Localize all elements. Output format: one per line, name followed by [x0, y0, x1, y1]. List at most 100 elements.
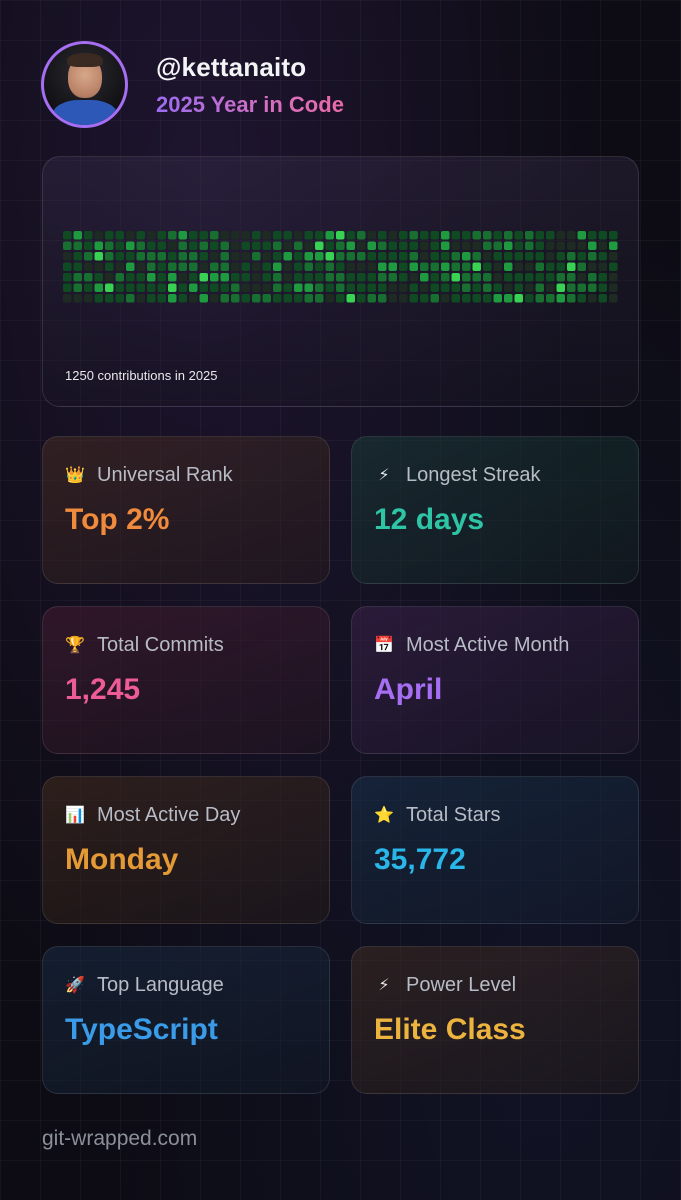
contribution-cell: [420, 252, 429, 261]
contribution-cell: [84, 252, 93, 261]
contribution-cell: [357, 231, 366, 240]
contribution-cell: [441, 241, 450, 250]
contribution-cell: [252, 252, 261, 261]
contribution-cell: [63, 273, 72, 282]
contribution-cell: [315, 241, 324, 250]
contribution-cell: [441, 231, 450, 240]
contribution-cell: [409, 252, 418, 261]
contribution-cell: [357, 283, 366, 292]
contribution-cell: [378, 252, 387, 261]
contribution-cell: [199, 273, 208, 282]
contribution-cell: [252, 262, 261, 271]
contribution-cell: [210, 273, 219, 282]
contribution-cell: [115, 241, 124, 250]
contribution-cell: [598, 294, 607, 303]
contribution-cell: [420, 283, 429, 292]
contribution-cell: [525, 283, 534, 292]
contribution-cell: [567, 241, 576, 250]
contribution-cell: [483, 241, 492, 250]
contribution-cell: [73, 231, 82, 240]
contribution-cell: [136, 294, 145, 303]
contribution-cell: [430, 231, 439, 240]
contribution-cell: [535, 273, 544, 282]
contribution-cell: [241, 241, 250, 250]
contribution-cell: [430, 262, 439, 271]
card-label: Universal Rank: [97, 464, 233, 486]
contribution-cell: [283, 262, 292, 271]
contribution-cell: [241, 294, 250, 303]
contribution-cell: [73, 252, 82, 261]
contribution-cell: [556, 283, 565, 292]
contribution-cell: [441, 283, 450, 292]
contribution-cell: [294, 294, 303, 303]
contribution-cell: [231, 262, 240, 271]
contribution-cell: [346, 294, 355, 303]
contribution-cell: [273, 283, 282, 292]
card-longest-streak: ⚡ Longest Streak 12 days: [351, 436, 639, 584]
contribution-cell: [94, 283, 103, 292]
contribution-graph: [63, 231, 618, 303]
contribution-cell: [231, 241, 240, 250]
calendar-icon: 📅: [374, 636, 394, 654]
contribution-cell: [210, 283, 219, 292]
contribution-cell: [567, 231, 576, 240]
contribution-cell: [399, 241, 408, 250]
contribution-cell: [399, 231, 408, 240]
contribution-cell: [199, 231, 208, 240]
contribution-cell: [577, 252, 586, 261]
contribution-cell: [147, 241, 156, 250]
contribution-cell: [178, 283, 187, 292]
contribution-cell: [126, 231, 135, 240]
contribution-cell: [210, 262, 219, 271]
contribution-cell: [567, 252, 576, 261]
contribution-cell: [588, 241, 597, 250]
contribution-cell: [283, 273, 292, 282]
contribution-cell: [105, 283, 114, 292]
contribution-cell: [567, 273, 576, 282]
contribution-cell: [483, 231, 492, 240]
contribution-cell: [546, 273, 555, 282]
contribution-cell: [231, 283, 240, 292]
contribution-cell: [409, 294, 418, 303]
contribution-cell: [472, 252, 481, 261]
contribution-cell: [399, 252, 408, 261]
contribution-cell: [126, 294, 135, 303]
username: @kettanaito: [156, 52, 307, 82]
contribution-cell: [325, 231, 334, 240]
contribution-cell: [252, 294, 261, 303]
contribution-cell: [304, 294, 313, 303]
contribution-cell: [304, 252, 313, 261]
contribution-cell: [73, 262, 82, 271]
contribution-cell: [378, 241, 387, 250]
contribution-cell: [115, 231, 124, 240]
contribution-cell: [73, 241, 82, 250]
contribution-cell: [84, 294, 93, 303]
contribution-cell: [598, 231, 607, 240]
contribution-cell: [420, 273, 429, 282]
contribution-cell: [567, 294, 576, 303]
contribution-cell: [556, 294, 565, 303]
contribution-cell: [567, 283, 576, 292]
contribution-cell: [241, 262, 250, 271]
contribution-cell: [63, 252, 72, 261]
contribution-cell: [451, 283, 460, 292]
contribution-cell: [609, 231, 618, 240]
contribution-cell: [157, 294, 166, 303]
contribution-cell: [189, 231, 198, 240]
contribution-cell: [199, 252, 208, 261]
contribution-cell: [136, 241, 145, 250]
contribution-cell: [472, 262, 481, 271]
contribution-cell: [336, 241, 345, 250]
contribution-cell: [126, 241, 135, 250]
contribution-cell: [178, 231, 187, 240]
contribution-cell: [315, 273, 324, 282]
rocket-icon: 🚀: [65, 976, 85, 994]
contribution-cell: [273, 273, 282, 282]
contribution-cell: [115, 262, 124, 271]
contribution-cell: [115, 294, 124, 303]
contribution-cell: [357, 273, 366, 282]
contribution-cell: [399, 262, 408, 271]
contribution-cell: [367, 231, 376, 240]
contribution-cell: [430, 252, 439, 261]
contribution-cell: [546, 283, 555, 292]
